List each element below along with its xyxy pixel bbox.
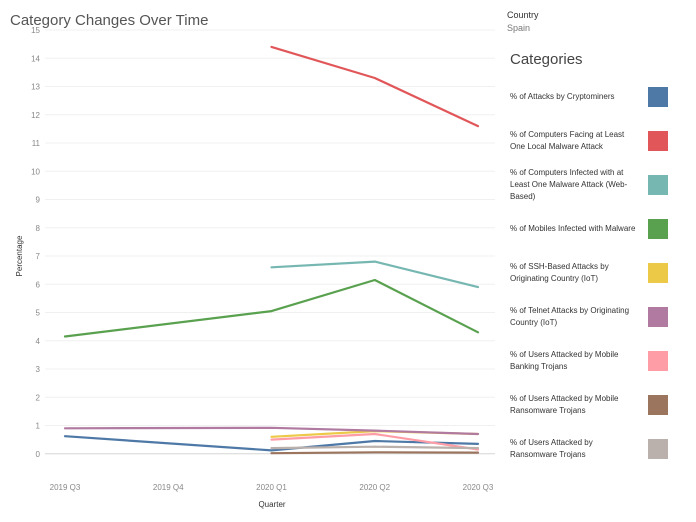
y-tick-label: 3: [36, 365, 41, 374]
series-line-2: [270, 45, 480, 128]
y-tick-label: 15: [31, 26, 40, 35]
x-tick-label: 2020 Q2: [359, 483, 390, 492]
legend-item[interactable]: % of Users Attacked by Ransomware Trojan…: [510, 427, 690, 471]
legend-swatch: [648, 307, 668, 327]
legend-swatch: [648, 175, 668, 195]
y-tick-label: 4: [36, 337, 41, 346]
legend-item-label: % of Mobiles Infected with Malware: [510, 224, 636, 233]
series-line-4: [63, 278, 480, 338]
y-tick-label: 7: [36, 252, 41, 261]
y-tick-label: 12: [31, 111, 40, 120]
series-line-6: [63, 426, 480, 436]
y-tick-label: 6: [36, 280, 41, 289]
series-line-9: [270, 445, 480, 450]
y-tick-label: 1: [36, 422, 41, 431]
y-tick-label: 5: [36, 309, 41, 318]
y-tick-label: 10: [31, 167, 40, 176]
legend-item-label: % of SSH-Based Attacks by Originating Co…: [510, 262, 609, 283]
filter-value[interactable]: Spain: [507, 23, 531, 33]
legend-item[interactable]: % of Computers Facing at Least One Local…: [510, 119, 690, 163]
series-line-3: [270, 260, 480, 289]
series-line-7: [270, 432, 480, 451]
x-tick-label: 2019 Q4: [153, 483, 184, 492]
y-tick-label: 14: [31, 54, 40, 63]
legend-item-label: % of Users Attacked by Mobile Ransomware…: [510, 394, 619, 415]
legend-swatch: [648, 395, 668, 415]
legend-item-label: % of Users Attacked by Ransomware Trojan…: [510, 438, 593, 459]
x-tick-label: 2020 Q3: [463, 483, 494, 492]
legend-item[interactable]: % of Telnet Attacks by Originating Count…: [510, 295, 690, 339]
legend-item-label: % of Computers Infected with at Least On…: [510, 168, 628, 201]
legend-item[interactable]: % of Attacks by Cryptominers: [510, 75, 690, 119]
legend-item-label: % of Users Attacked by Mobile Banking Tr…: [510, 350, 619, 371]
legend-swatch: [648, 351, 668, 371]
legend-item[interactable]: % of Mobiles Infected with Malware: [510, 207, 690, 251]
legend-swatch: [648, 439, 668, 459]
legend-item-label: % of Attacks by Cryptominers: [510, 92, 615, 101]
y-tick-label: 0: [36, 450, 41, 459]
legend: % of Attacks by Cryptominers % of Compute…: [510, 75, 690, 471]
legend-item-label: % of Computers Facing at Least One Local…: [510, 130, 625, 151]
legend-item[interactable]: % of Users Attacked by Mobile Ransomware…: [510, 383, 690, 427]
y-tick-label: 13: [31, 83, 40, 92]
y-axis-title: Percentage: [15, 235, 24, 276]
y-tick-label: 9: [36, 196, 41, 205]
series-line-8: [270, 451, 480, 455]
legend-item[interactable]: % of Users Attacked by Mobile Banking Tr…: [510, 339, 690, 383]
y-tick-label: 8: [36, 224, 41, 233]
x-axis-title: Quarter: [258, 500, 285, 509]
filter-label: Country: [507, 10, 539, 20]
x-tick-label: 2020 Q1: [256, 483, 287, 492]
legend-swatch: [648, 87, 668, 107]
legend-item[interactable]: % of SSH-Based Attacks by Originating Co…: [510, 251, 690, 295]
legend-item[interactable]: % of Computers Infected with at Least On…: [510, 163, 690, 207]
y-tick-label: 11: [32, 139, 41, 148]
legend-swatch: [648, 219, 668, 239]
chart-title: Category Changes Over Time: [10, 12, 209, 29]
legend-item-label: % of Telnet Attacks by Originating Count…: [510, 306, 630, 327]
legend-swatch: [648, 263, 668, 283]
legend-swatch: [648, 131, 668, 151]
y-tick-label: 2: [36, 393, 41, 402]
x-tick-label: 2019 Q3: [50, 483, 81, 492]
legend-title: Categories: [510, 51, 583, 68]
